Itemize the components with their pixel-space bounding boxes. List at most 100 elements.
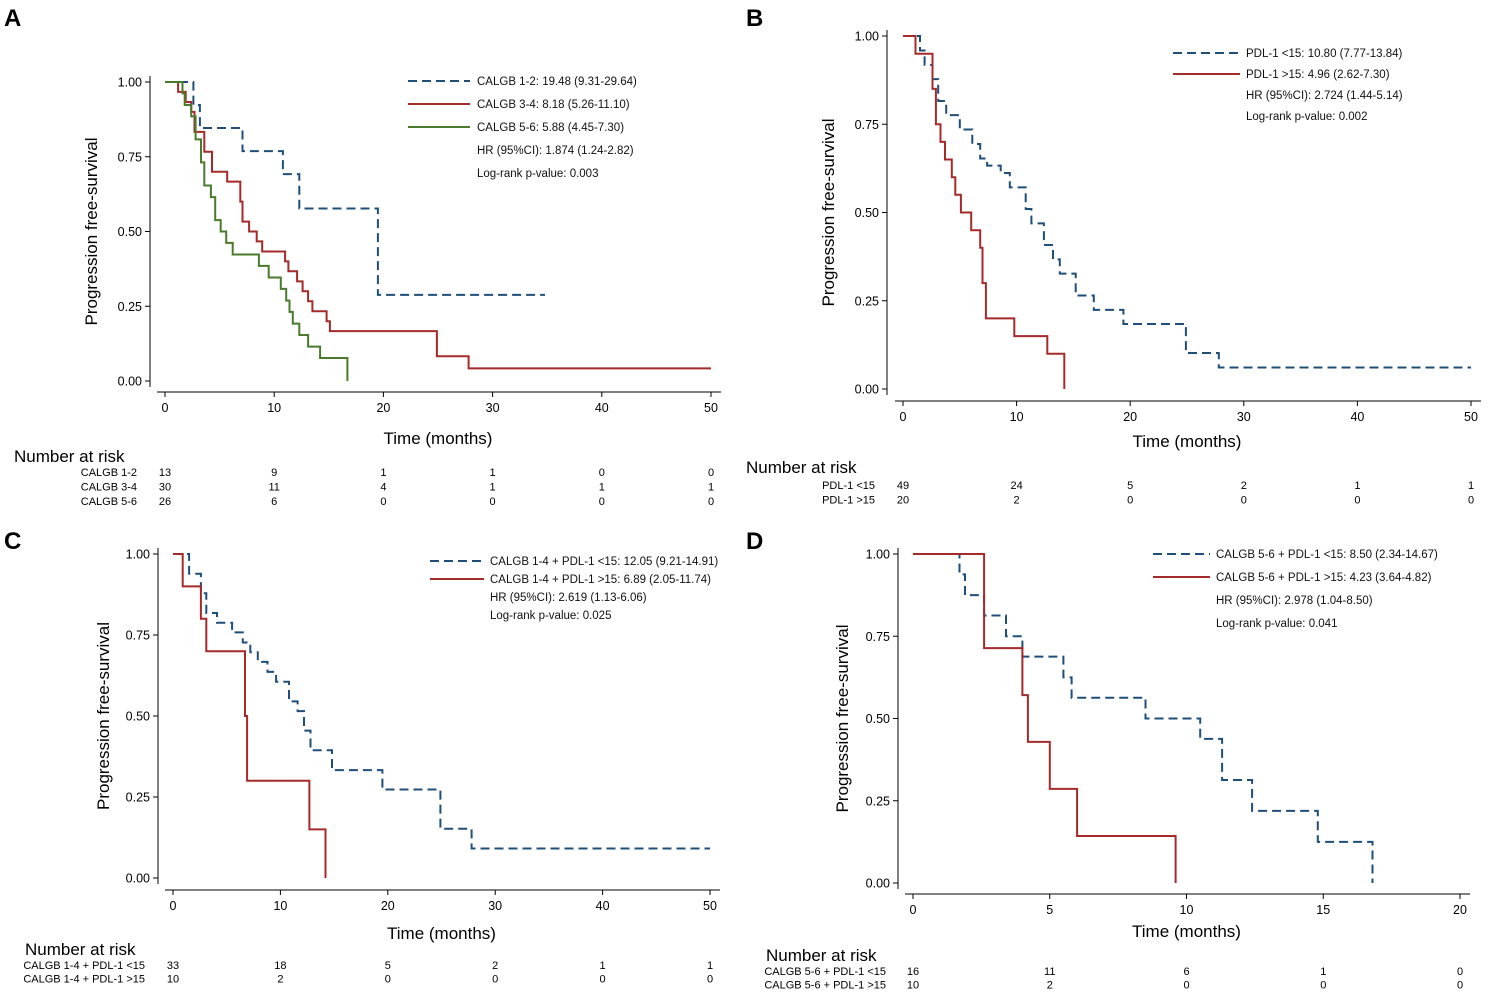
series-line-2 <box>903 35 1066 389</box>
legend-label: CALGB 5-6 + PDL-1 <15: 8.50 (2.34-14.67) <box>1216 549 1438 561</box>
risk-row-label: CALGB 1-4 + PDL-1 >15 <box>23 974 145 986</box>
x-tick-label: 10 <box>273 899 287 913</box>
x-tick-label: 40 <box>595 401 609 415</box>
x-tick-label: 50 <box>703 899 717 913</box>
risk-count: 0 <box>385 974 391 986</box>
risk-table-header: Number at risk <box>25 940 136 959</box>
risk-count: 0 <box>1468 495 1474 507</box>
series-line-2 <box>173 553 327 878</box>
legend-label: CALGB 5-6: 5.88 (4.45-7.30) <box>477 122 624 134</box>
y-tick-label: 0.75 <box>866 630 890 644</box>
risk-count: 4 <box>380 482 386 494</box>
legend-label: CALGB 3-4: 8.18 (5.26-11.10) <box>477 99 630 111</box>
y-tick-label: 1.00 <box>126 548 150 562</box>
y-tick-label: 1.00 <box>855 30 879 44</box>
risk-count: 1 <box>708 482 714 494</box>
risk-count: 9 <box>271 467 277 479</box>
risk-row-label: CALGB 1-2 <box>81 467 137 479</box>
logrank-pvalue-text: Log-rank p-value: 0.002 <box>1246 111 1367 123</box>
y-tick-label: 0.00 <box>118 375 142 389</box>
panel-a: A 0.00 0.25 0.50 0.75 1.00 Progression free-su… <box>4 5 721 508</box>
x-tick-label: 20 <box>376 401 390 415</box>
risk-count: 2 <box>1047 980 1053 992</box>
risk-count: 0 <box>599 467 605 479</box>
risk-count: 0 <box>708 496 714 508</box>
x-tick-label: 30 <box>486 401 500 415</box>
risk-count: 0 <box>599 496 605 508</box>
y-tick-label: 0.75 <box>118 150 142 164</box>
legend-label: CALGB 5-6 + PDL-1 >15: 4.23 (3.64-4.82) <box>1216 572 1432 584</box>
series-line-2 <box>165 81 711 370</box>
risk-count: 0 <box>492 974 498 986</box>
risk-count: 0 <box>1241 495 1247 507</box>
risk-count: 1 <box>1320 966 1326 978</box>
y-axis-title: Progression free-survival <box>94 622 113 810</box>
series-line-3 <box>165 81 349 381</box>
logrank-pvalue-text: Log-rank p-value: 0.041 <box>1216 618 1337 630</box>
x-tick-label: 15 <box>1316 903 1330 917</box>
y-axis-title: Progression free-survival <box>82 137 101 325</box>
risk-table-header: Number at risk <box>14 447 125 466</box>
hazard-ratio-text: HR (95%CI): 1.874 (1.24-2.82) <box>477 145 634 157</box>
y-tick-label: 0.00 <box>855 383 879 397</box>
risk-count: 5 <box>1127 480 1133 492</box>
risk-count: 2 <box>1241 480 1247 492</box>
risk-count: 13 <box>159 467 171 479</box>
risk-count: 1 <box>1468 480 1474 492</box>
risk-count: 2 <box>1014 495 1020 507</box>
risk-row-label: PDL-1 <15 <box>822 480 875 492</box>
risk-count: 24 <box>1010 480 1022 492</box>
risk-count: 10 <box>167 974 179 986</box>
risk-count: 1 <box>600 960 606 972</box>
series-line-1 <box>165 81 545 296</box>
hazard-ratio-text: HR (95%CI): 2.619 (1.13-6.06) <box>490 592 647 604</box>
y-tick-label: 0.25 <box>118 300 142 314</box>
risk-count: 0 <box>1127 495 1133 507</box>
x-tick-label: 0 <box>900 410 907 424</box>
series-line-1 <box>903 35 1471 369</box>
panel-letter: C <box>4 528 21 555</box>
hazard-ratio-text: HR (95%CI): 2.978 (1.04-8.50) <box>1216 595 1373 607</box>
x-tick-label: 40 <box>1350 410 1364 424</box>
risk-count: 16 <box>907 966 919 978</box>
logrank-pvalue-text: Log-rank p-value: 0.003 <box>477 168 598 180</box>
y-tick-label: 0.00 <box>126 872 150 886</box>
risk-count: 1 <box>380 467 386 479</box>
risk-count: 33 <box>167 960 179 972</box>
panel-b: B 0.00 0.25 0.50 0.75 1.00 Progression free-su… <box>746 5 1481 507</box>
y-tick-label: 0.50 <box>126 710 150 724</box>
risk-count: 1 <box>490 482 496 494</box>
risk-count: 10 <box>907 980 919 992</box>
risk-count: 30 <box>159 482 171 494</box>
risk-count: 1 <box>1354 480 1360 492</box>
legend-label: CALGB 1-4 + PDL-1 <15: 12.05 (9.21-14.91… <box>490 556 718 568</box>
y-tick-label: 0.50 <box>855 206 879 220</box>
series-line-1 <box>913 553 1374 883</box>
risk-count: 6 <box>271 496 277 508</box>
x-tick-label: 0 <box>170 899 177 913</box>
x-tick-label: 50 <box>704 401 718 415</box>
risk-count: 0 <box>1457 966 1463 978</box>
risk-row-label: CALGB 1-4 + PDL-1 <15 <box>23 960 145 972</box>
y-tick-label: 0.50 <box>118 225 142 239</box>
risk-row-label: CALGB 3-4 <box>81 482 137 494</box>
risk-count: 6 <box>1183 966 1189 978</box>
x-tick-label: 10 <box>267 401 281 415</box>
risk-row-label: CALGB 5-6 <box>81 496 137 508</box>
x-tick-label: 10 <box>1180 903 1194 917</box>
risk-count: 0 <box>707 974 713 986</box>
y-tick-label: 1.00 <box>866 548 890 562</box>
risk-count: 0 <box>490 496 496 508</box>
risk-count: 11 <box>268 482 279 494</box>
panel-letter: D <box>746 528 763 555</box>
series-line-2 <box>913 553 1177 883</box>
y-axis-title: Progression free-survival <box>819 118 838 306</box>
x-tick-label: 20 <box>381 899 395 913</box>
risk-count: 2 <box>277 974 283 986</box>
y-tick-label: 0.75 <box>126 629 150 643</box>
y-tick-label: 0.25 <box>855 294 879 308</box>
legend-label: PDL-1 <15: 10.80 (7.77-13.84) <box>1246 48 1402 60</box>
risk-table-header: Number at risk <box>766 946 877 965</box>
x-tick-label: 20 <box>1123 410 1137 424</box>
